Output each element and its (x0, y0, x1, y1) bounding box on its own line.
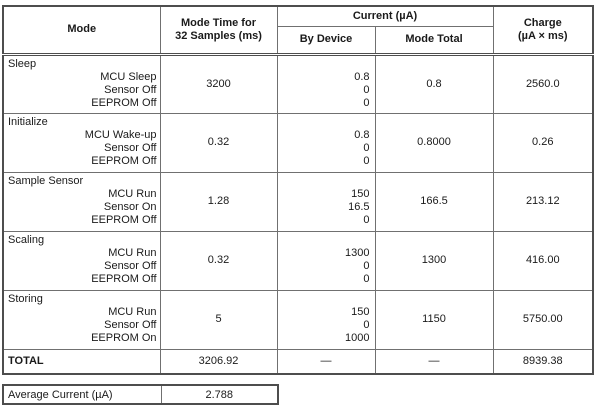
mode-name: Scaling (8, 233, 45, 246)
device-state: MCU Run (108, 187, 157, 200)
by-device-value: 0 (363, 259, 370, 272)
by-device-values: 0.8 0 0 (276, 112, 376, 173)
average-current-value: 2.788 (160, 384, 279, 405)
mode-total-value: 0.8000 (374, 112, 494, 173)
by-device-value: 0.8 (354, 70, 370, 83)
charge-value: 5750.00 (492, 289, 594, 350)
spacer (281, 58, 370, 71)
by-device-value: 0 (363, 213, 370, 226)
total-label: TOTAL (2, 348, 161, 375)
by-device-value: 150 (351, 305, 370, 318)
average-current-label: Average Current (µA) (2, 384, 162, 405)
mode-cell: Initialize MCU Wake-up Sensor Off EEPROM… (2, 112, 161, 173)
spacer (281, 293, 370, 306)
header-row-2: By Device Mode Total (3, 25, 593, 56)
by-device-value: 0 (363, 83, 370, 96)
header-mode: Mode (2, 5, 161, 56)
device-state: Sensor On (103, 200, 157, 213)
header-mode-time: Mode Time for 32 Samples (ms) (159, 5, 278, 56)
table-row-sample-sensor: Sample Sensor MCU Run Sensor On EEPROM O… (2, 171, 594, 232)
power-budget-table: Mode Mode Time for 32 Samples (ms) Curre… (2, 5, 595, 375)
mode-name: Sample Sensor (8, 174, 84, 187)
table-row-initialize: Initialize MCU Wake-up Sensor Off EEPROM… (2, 112, 594, 173)
mode-total-value: 166.5 (374, 171, 494, 232)
device-state: Sensor Off (104, 83, 157, 96)
by-device-value: 1000 (345, 331, 370, 344)
spacer (281, 175, 370, 188)
table-row-total: TOTAL 3206.92 — — 8939.38 (2, 348, 594, 375)
charge-value: 2560.0 (492, 53, 594, 114)
by-device-value: 0 (363, 141, 370, 154)
charge-value: 0.26 (492, 112, 594, 173)
total-charge: 8939.38 (492, 348, 594, 375)
mode-name: Storing (8, 292, 43, 305)
mode-name: Initialize (8, 115, 48, 128)
mode-total-value: 1300 (374, 230, 494, 291)
mode-time-value: 5 (159, 289, 278, 350)
table-row-scaling: Scaling MCU Run Sensor Off EEPROM Off 0.… (2, 230, 594, 291)
mode-cell: Sample Sensor MCU Run Sensor On EEPROM O… (2, 171, 161, 232)
table-row-sleep: Sleep MCU Sleep Sensor Off EEPROM Off 32… (2, 53, 594, 114)
spacer (281, 116, 370, 129)
by-device-value: 0.8 (354, 128, 370, 141)
by-device-value: 0 (363, 272, 370, 285)
by-device-value: 16.5 (348, 200, 370, 213)
by-device-value: 0 (363, 318, 370, 331)
mode-time-value: 0.32 (159, 230, 278, 291)
device-state: Sensor Off (104, 259, 157, 272)
device-state: MCU Run (108, 246, 157, 259)
header-by-device: By Device (276, 25, 376, 56)
mode-total-value: 0.8 (374, 53, 494, 114)
device-state: MCU Wake-up (84, 128, 157, 141)
mode-time-value: 3200 (159, 53, 278, 114)
mode-cell: Storing MCU Run Sensor Off EEPROM On (2, 289, 161, 350)
header-mode-total: Mode Total (374, 25, 494, 56)
mode-total-value: 1150 (374, 289, 494, 350)
device-state: MCU Sleep (100, 70, 157, 83)
device-state: EEPROM Off (91, 272, 157, 285)
device-state: Sensor Off (104, 318, 157, 331)
header-mode-time-line1: Mode Time for (181, 16, 256, 29)
average-current-row: Average Current (µA) 2.788 (2, 384, 279, 405)
table-row-storing: Storing MCU Run Sensor Off EEPROM On 5 1… (2, 289, 594, 350)
header-charge: Charge (µA × ms) (492, 5, 594, 56)
header-mode-time-line2: 32 Samples (ms) (175, 29, 262, 42)
mode-name: Sleep (8, 57, 37, 70)
by-device-values: 150 0 1000 (276, 289, 376, 350)
mode-cell: Sleep MCU Sleep Sensor Off EEPROM Off (2, 53, 161, 114)
total-mode-total: — (374, 348, 494, 375)
by-device-value: 1300 (345, 246, 370, 259)
by-device-values: 0.8 0 0 (276, 53, 376, 114)
charge-value: 213.12 (492, 171, 594, 232)
mode-time-value: 0.32 (159, 112, 278, 173)
spacer (281, 234, 370, 247)
charge-value: 416.00 (492, 230, 594, 291)
by-device-value: 0 (363, 154, 370, 167)
device-state: EEPROM Off (91, 213, 157, 226)
mode-time-value: 1.28 (159, 171, 278, 232)
mode-cell: Scaling MCU Run Sensor Off EEPROM Off (2, 230, 161, 291)
total-by-device: — (276, 348, 376, 375)
by-device-value: 150 (351, 187, 370, 200)
header-charge-line2: (µA × ms) (517, 29, 568, 42)
device-state: Sensor Off (104, 141, 157, 154)
by-device-value: 0 (363, 96, 370, 109)
device-state: MCU Run (108, 305, 157, 318)
device-state: EEPROM Off (91, 154, 157, 167)
by-device-values: 150 16.5 0 (276, 171, 376, 232)
average-current-table: Average Current (µA) 2.788 (2, 384, 279, 405)
device-state: EEPROM Off (91, 96, 157, 109)
header-row-1: Mode Mode Time for 32 Samples (ms) Curre… (2, 5, 594, 56)
by-device-values: 1300 0 0 (276, 230, 376, 291)
device-state: EEPROM On (91, 331, 157, 344)
header-charge-line1: Charge (523, 16, 562, 29)
total-mode-time: 3206.92 (159, 348, 278, 375)
header-current-group: Current (µA) (276, 5, 494, 27)
